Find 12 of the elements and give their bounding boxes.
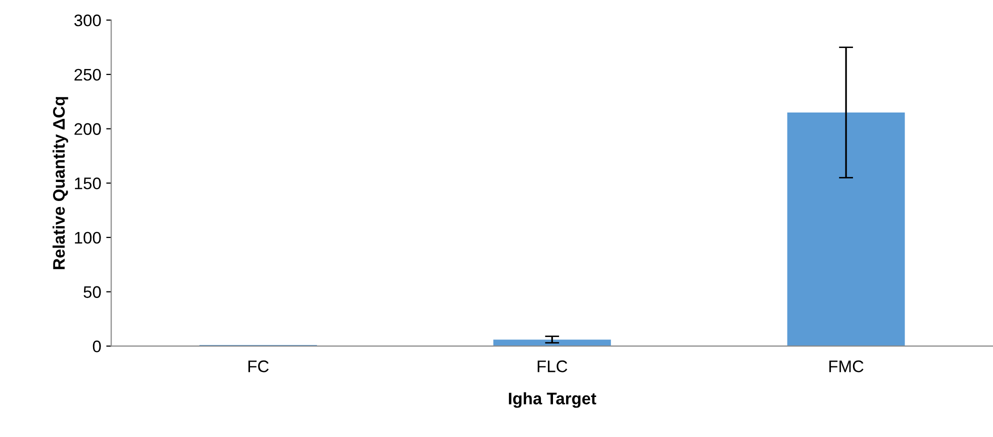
x-tick-label: FC bbox=[248, 360, 269, 372]
x-tick-label: FMC bbox=[829, 360, 864, 372]
y-tick-label: 250 bbox=[74, 68, 101, 81]
y-tick-label: 200 bbox=[74, 123, 101, 135]
x-tick-label: FLC bbox=[538, 360, 568, 372]
y-axis-title: Relative Quantity ΔCq bbox=[52, 97, 68, 270]
y-tick-label: 300 bbox=[74, 14, 101, 26]
x-axis-title: Igha Target bbox=[508, 392, 596, 408]
y-tick-label: 100 bbox=[74, 232, 101, 244]
y-tick-label: 50 bbox=[84, 286, 101, 298]
y-tick-label: 150 bbox=[74, 178, 101, 190]
y-tick-label: 0 bbox=[92, 340, 101, 352]
